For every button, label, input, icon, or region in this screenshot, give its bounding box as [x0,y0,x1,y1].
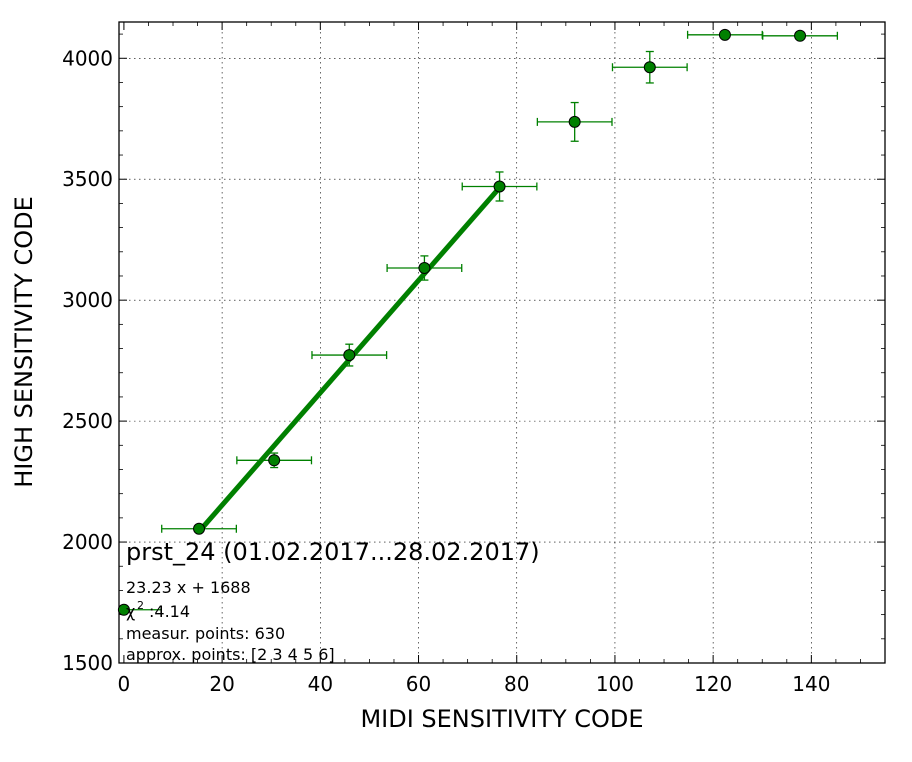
x-tick-label: 140 [792,672,830,696]
data-points [193,28,807,535]
data-point [643,61,656,74]
x-axis-label: MIDI SENSITIVITY CODE [360,705,643,733]
annotation-equation: 23.23 x + 1688 [126,578,251,597]
grid-lines [119,22,885,663]
plot-frame [118,21,886,664]
data-point [493,180,506,193]
x-tick-label: 60 [406,672,431,696]
y-tick-labels: 1500 2000 2500 3000 3500 4000 [62,46,113,675]
annotation-chi-sup: 2 [137,599,144,612]
y-tick-label: 2500 [62,409,113,433]
data-point [418,261,431,274]
y-axis-label: HIGH SENSITIVITY CODE [10,196,38,488]
axis-ticks [119,22,885,664]
data-point [568,115,581,128]
annotation-title: prst_24 (01.02.2017...28.02.2017) [126,538,540,566]
y-tick-label: 3000 [62,288,113,312]
data-point [718,28,731,41]
data-point [193,522,206,535]
data-point [343,349,356,362]
x-tick-label: 0 [118,672,131,696]
data-point [268,454,281,467]
x-tick-label: 100 [596,672,634,696]
y-tick-label: 3500 [62,167,113,191]
y-tick-label: 2000 [62,530,113,554]
x-tick-label: 40 [308,672,333,696]
x-tick-label: 80 [504,672,529,696]
annotation-measur-points: measur. points: 630 [126,624,285,643]
legend-marker [117,603,162,616]
data-point [794,29,807,42]
x-tick-label: 120 [694,672,732,696]
x-tick-labels: 0 20 40 60 80 100 120 140 [118,672,831,696]
annotation-chi-value: :4.14 [149,602,190,621]
annotation-chi-symbol: χ [126,602,135,621]
x-tick-label: 20 [209,672,234,696]
y-tick-label: 1500 [62,651,113,675]
legend-point [117,603,130,616]
annotation-approx-points: approx. points: [2 3 4 5 6] [126,645,335,664]
y-tick-label: 4000 [62,46,113,70]
